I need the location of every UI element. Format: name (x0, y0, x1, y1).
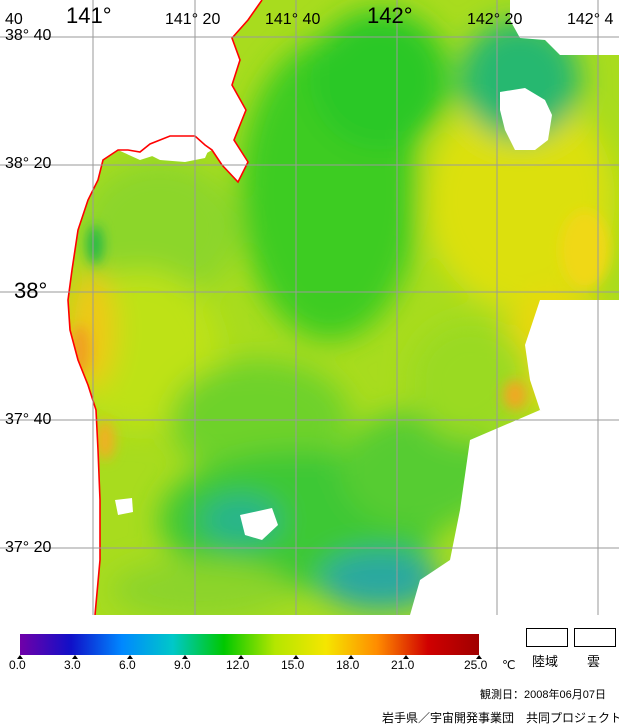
colorbar-tick-label: 18.0 (336, 658, 360, 672)
cloud-legend-label: 雲 (587, 654, 601, 669)
land-legend-label: 陸域 (532, 654, 559, 669)
coastline (67, 0, 263, 615)
lat-label: 37° 20 (5, 539, 52, 556)
colorbar-tick-label: 6.0 (119, 658, 136, 672)
lon-label: 142° 4 (567, 11, 614, 28)
colorbar-tick-label: 15.0 (281, 658, 305, 672)
lon-label: 142° (367, 3, 413, 28)
colorbar-tick-mark (72, 655, 78, 659)
colorbar-tick-mark (182, 655, 188, 659)
lat-label: 38° 20 (5, 155, 52, 172)
colorbar-tick-mark (348, 655, 354, 659)
lon-label: 141° (66, 3, 112, 28)
lat-label: 38° 40 (5, 27, 52, 44)
colorbar-tick-mark (476, 655, 482, 659)
lon-label: 141° 20 (165, 11, 221, 28)
colorbar-tick-mark (403, 655, 409, 659)
lon-label: 40 (5, 11, 23, 28)
land-legend-swatch (526, 628, 568, 647)
lon-label: 142° 20 (467, 11, 523, 28)
lat-label: 38° (14, 278, 48, 303)
observation-date: 観測日：2008年06月07日 (480, 689, 606, 701)
temperature-colorbar (20, 634, 479, 655)
credit-text: 岩手県／宇宙開発事業団 共同プロジェクト (382, 711, 619, 725)
colorbar-tick-label: 0.0 (9, 658, 26, 672)
graticule (0, 0, 619, 615)
colorbar-tick-label: 9.0 (174, 658, 191, 672)
colorbar-tick-label: 25.0 (464, 658, 488, 672)
colorbar-tick-mark (293, 655, 299, 659)
colorbar-tick-mark (127, 655, 133, 659)
colorbar-tick-mark (17, 655, 23, 659)
colorbar-tick-label: 21.0 (391, 658, 415, 672)
bay-area (140, 134, 212, 162)
lat-label: 37° 40 (5, 411, 52, 428)
colorbar-tick-mark (238, 655, 244, 659)
sea-surface-temperature-map (0, 0, 619, 615)
temperature-patches (60, 10, 619, 615)
colorbar-tick-label: 12.0 (226, 658, 250, 672)
colorbar-tick-label: 3.0 (64, 658, 81, 672)
unit-label: ℃ (502, 658, 516, 672)
cloud-legend-swatch (574, 628, 616, 647)
lon-label: 141° 40 (265, 11, 321, 28)
